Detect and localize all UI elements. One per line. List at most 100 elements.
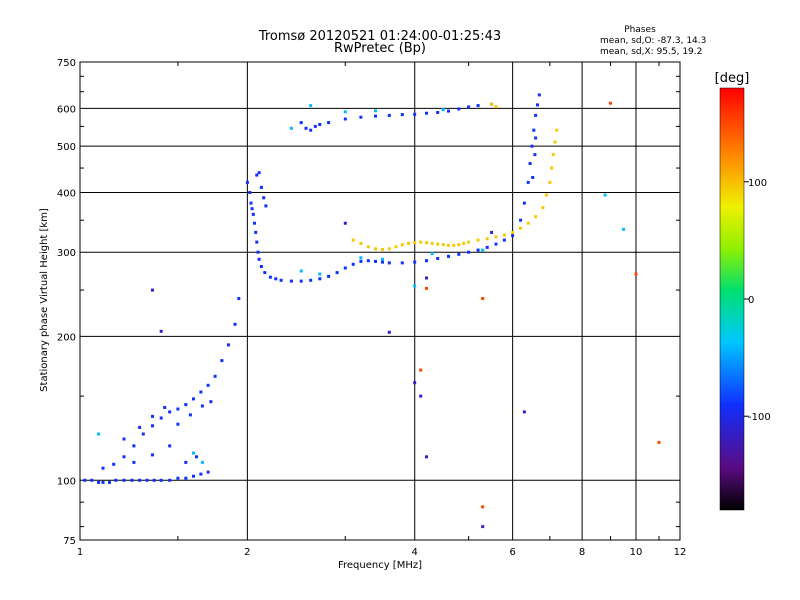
data-point — [533, 153, 537, 157]
data-point — [343, 266, 347, 270]
data-point — [541, 206, 545, 210]
data-point — [83, 478, 87, 482]
data-point — [430, 252, 434, 256]
chart-subtitle: RwPretec (Bp) — [334, 41, 426, 56]
data-point — [101, 480, 105, 484]
data-points — [83, 93, 661, 529]
data-point — [257, 257, 261, 261]
data-point — [209, 400, 213, 404]
colorbar-label: [deg] — [715, 71, 750, 86]
data-point — [227, 343, 230, 347]
data-point — [425, 241, 428, 245]
data-point — [400, 261, 404, 265]
data-point — [548, 180, 552, 184]
data-point — [184, 403, 188, 407]
x-tick-label: 6 — [509, 547, 515, 558]
data-point — [387, 330, 391, 334]
data-point — [259, 265, 263, 268]
x-tick-label: 12 — [674, 547, 687, 558]
data-point — [200, 460, 204, 464]
data-point — [289, 126, 293, 130]
data-point — [534, 113, 538, 117]
data-point — [425, 455, 428, 459]
plot-area — [79, 61, 681, 541]
data-point — [268, 275, 272, 279]
y-tick-label: 300 — [57, 248, 76, 259]
data-point — [343, 110, 347, 114]
data-point — [526, 180, 530, 184]
data-point — [387, 261, 391, 265]
data-point — [407, 241, 411, 245]
data-point — [413, 241, 417, 245]
data-point — [264, 204, 268, 208]
data-point — [233, 322, 237, 326]
data-point — [122, 478, 126, 482]
data-point — [318, 123, 322, 126]
data-point — [151, 414, 154, 418]
data-point — [343, 221, 347, 225]
data-point — [289, 279, 293, 283]
data-point — [359, 115, 363, 119]
data-point — [374, 109, 377, 113]
data-point — [425, 111, 428, 115]
x-tick-label: 1 — [77, 547, 83, 558]
data-point — [138, 425, 142, 429]
data-point — [551, 153, 555, 157]
data-point — [528, 162, 532, 165]
data-point — [387, 113, 391, 117]
data-point — [176, 407, 180, 411]
data-point — [327, 274, 331, 278]
data-point — [511, 230, 515, 234]
data-point — [168, 444, 172, 448]
data-point — [550, 166, 554, 170]
data-point — [313, 124, 317, 128]
phase-heading: Phases — [624, 25, 656, 35]
x-tick-label: 2 — [244, 547, 250, 558]
data-point — [206, 470, 210, 474]
data-point — [138, 478, 142, 482]
data-point — [108, 480, 111, 484]
data-point — [441, 108, 445, 112]
data-point — [457, 243, 461, 247]
y-tick-label: 200 — [57, 332, 76, 343]
data-point — [274, 277, 278, 281]
data-point — [430, 241, 434, 245]
data-point — [327, 121, 331, 125]
data-point — [436, 242, 440, 246]
data-point — [467, 250, 471, 254]
data-point — [256, 250, 260, 254]
data-point — [220, 359, 224, 363]
data-point — [481, 505, 485, 509]
data-point — [90, 478, 94, 482]
data-point — [152, 478, 156, 482]
data-point — [359, 256, 363, 260]
data-point — [381, 257, 384, 261]
data-point — [394, 245, 398, 249]
y-axis-label: Stationary phase Virtual Height [km] — [39, 208, 50, 392]
data-point — [381, 248, 384, 251]
data-point — [436, 257, 440, 260]
grid-lines — [80, 62, 680, 540]
phase-stats-o: mean, sd,O: -87.3, 14.3 — [600, 36, 706, 46]
data-point — [245, 180, 249, 184]
data-point — [192, 474, 195, 478]
data-point — [199, 472, 203, 476]
colorbar-ticks: 100 0 -100 — [744, 178, 771, 423]
data-point — [544, 193, 548, 197]
data-point — [555, 128, 559, 132]
data-point — [481, 248, 485, 252]
data-point — [502, 233, 506, 237]
data-point — [199, 390, 203, 394]
data-point — [253, 221, 256, 225]
data-point — [485, 245, 489, 249]
data-point — [522, 201, 526, 205]
data-point — [436, 111, 440, 114]
data-point — [176, 422, 180, 426]
data-point — [400, 113, 404, 117]
data-point — [318, 272, 322, 276]
data-point — [609, 101, 612, 105]
data-point — [309, 104, 313, 108]
data-point — [304, 126, 308, 130]
data-point — [255, 173, 259, 177]
